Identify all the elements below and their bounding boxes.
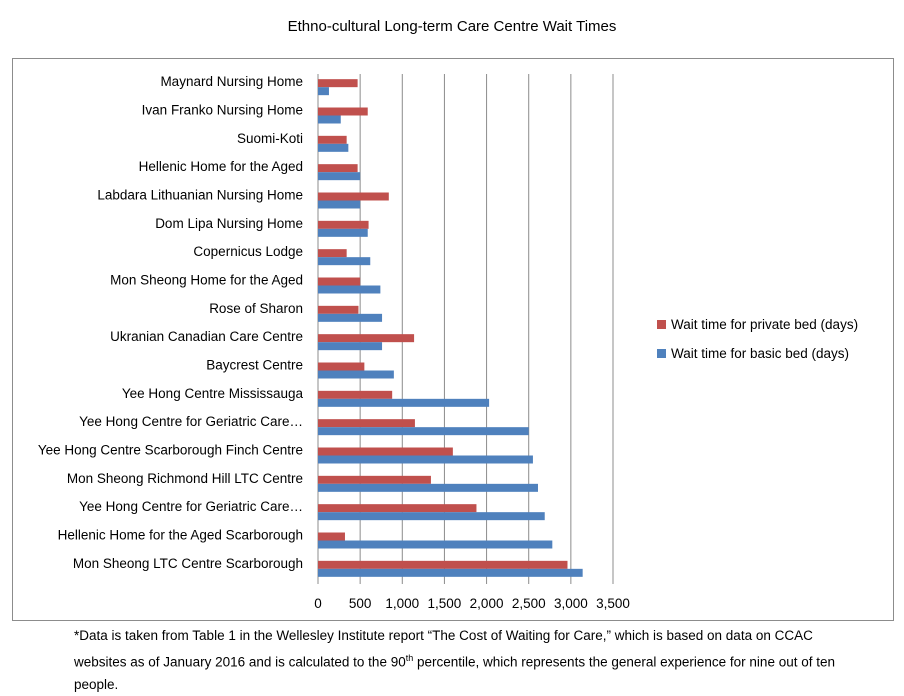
basic-bed-bar [318, 285, 381, 294]
basic-bed-bar [318, 115, 341, 124]
basic-bed-bar [318, 228, 368, 237]
private-bed-bar [318, 305, 359, 314]
private-bed-bar [318, 475, 431, 484]
private-bed-bar [318, 164, 358, 173]
x-tick-label: 0 [314, 596, 322, 611]
x-tick-label: 2,000 [470, 596, 504, 611]
category-label: Copernicus Lodge [193, 244, 303, 259]
x-tick-label: 3,000 [554, 596, 588, 611]
private-bed-bar [318, 277, 361, 286]
category-label: Hellenic Home for the Aged Scarborough [58, 528, 303, 543]
category-label: Maynard Nursing Home [160, 74, 303, 89]
private-bed-bar [318, 334, 415, 343]
private-bed-bar [318, 419, 415, 428]
private-bed-bar [318, 249, 347, 258]
basic-bed-bar [318, 87, 329, 96]
private-bed-bar [318, 560, 568, 569]
category-label: Yee Hong Centre for Geriatric Care… [79, 414, 303, 429]
category-label: Baycrest Centre [206, 358, 303, 373]
legend-label-basic: Wait time for basic bed (days) [671, 346, 849, 361]
category-label: Ukranian Canadian Care Centre [110, 329, 303, 344]
category-label: Yee Hong Centre Scarborough Finch Centre [38, 443, 303, 458]
private-bed-bar [318, 390, 393, 399]
private-bed-bar [318, 362, 365, 371]
chart-title: Ethno-cultural Long-term Care Centre Wai… [287, 18, 617, 35]
basic-bed-bar [318, 483, 538, 492]
private-bed-bar [318, 220, 369, 229]
private-bed-bar [318, 135, 347, 144]
category-label: Hellenic Home for the Aged [139, 159, 303, 174]
legend-label-private: Wait time for private bed (days) [671, 317, 858, 332]
basic-bed-bar [318, 398, 490, 407]
basic-bed-bar [318, 455, 533, 464]
category-label: Rose of Sharon [209, 301, 303, 316]
basic-bed-bar [318, 427, 529, 436]
footnote: *Data is taken from Table 1 in the Welle… [74, 625, 854, 696]
basic-bed-bar [318, 568, 583, 577]
private-bed-bar [318, 504, 477, 513]
basic-bed-bar [318, 172, 361, 181]
private-bed-bar [318, 447, 453, 456]
footnote-text-end: percentile, which represents the general… [74, 654, 835, 692]
x-tick-label: 500 [349, 596, 372, 611]
basic-bed-bar [318, 540, 553, 549]
legend-swatch-basic [657, 349, 666, 358]
basic-bed-bar [318, 370, 394, 379]
legend-swatch-private [657, 320, 666, 329]
chart-frame [12, 58, 894, 621]
category-label: Mon Sheong Richmond Hill LTC Centre [67, 471, 303, 486]
x-tick-label: 1,500 [428, 596, 462, 611]
basic-bed-bar [318, 143, 349, 152]
basic-bed-bar [318, 313, 383, 322]
x-tick-label: 2,500 [512, 596, 546, 611]
category-label: Dom Lipa Nursing Home [155, 216, 303, 231]
category-label: Yee Hong Centre for Geriatric Care… [79, 499, 303, 514]
basic-bed-bar [318, 257, 371, 266]
x-tick-label: 3,500 [596, 596, 630, 611]
category-label: Mon Sheong LTC Centre Scarborough [73, 556, 303, 571]
footnote-text: *Data is taken from Table 1 in the Welle… [74, 628, 813, 670]
category-label: Mon Sheong Home for the Aged [110, 273, 303, 288]
footnote-superscript: th [405, 653, 414, 663]
category-label: Ivan Franko Nursing Home [142, 103, 303, 118]
basic-bed-bar [318, 512, 545, 521]
private-bed-bar [318, 107, 368, 116]
category-label: Suomi-Koti [237, 131, 303, 146]
private-bed-bar [318, 79, 358, 88]
category-label: Labdara Lithuanian Nursing Home [97, 188, 303, 203]
private-bed-bar [318, 532, 345, 541]
x-tick-label: 1,000 [385, 596, 419, 611]
private-bed-bar [318, 192, 389, 201]
basic-bed-bar [318, 200, 361, 209]
basic-bed-bar [318, 342, 383, 351]
category-label: Yee Hong Centre Mississauga [122, 386, 304, 401]
